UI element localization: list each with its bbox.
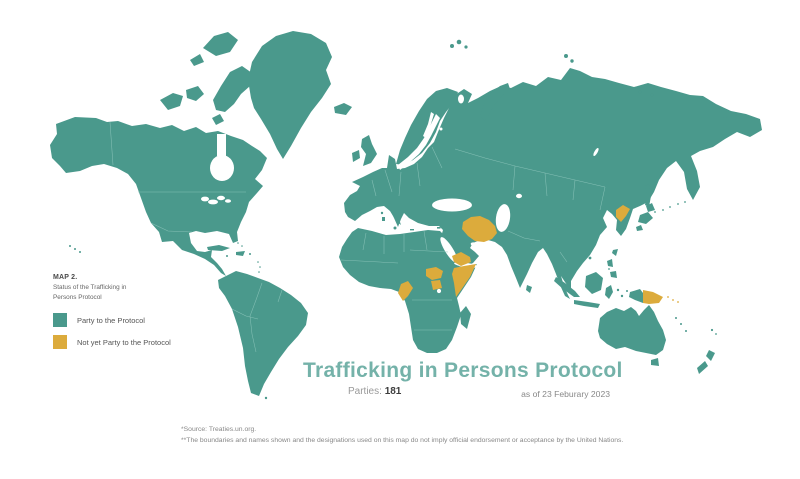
- greenland: [248, 31, 332, 159]
- south-america: [218, 271, 308, 396]
- country-south-sudan-not-party: [426, 267, 443, 280]
- sulawesi: [605, 285, 613, 299]
- not-party-color-swatch: [53, 335, 67, 350]
- party-color-swatch: [53, 313, 67, 328]
- tasmania: [651, 358, 659, 366]
- legend-subtitle: Status of the Trafficking in Persons Pro…: [53, 283, 203, 302]
- legend-items: Party to the Protocol Not yet Party to t…: [53, 313, 203, 350]
- parties-count: Parties: 181: [348, 386, 401, 397]
- legend-item-party: Party to the Protocol: [53, 313, 203, 328]
- novaya-zemlya: [480, 83, 510, 121]
- footnote-source: *Source: Treaties.un.org.: [181, 426, 257, 433]
- country-north-korea-not-party: [616, 205, 630, 222]
- iceland: [334, 103, 352, 115]
- sumatra: [554, 277, 580, 297]
- country-papua-new-guinea-not-party: [643, 290, 663, 304]
- caribbean-islands: [207, 245, 245, 256]
- sakhalin: [645, 184, 651, 207]
- country-somalia-not-party: [452, 264, 476, 297]
- title-block: Trafficking in Persons Protocol Parties:…: [303, 359, 623, 402]
- arctic-islands: [160, 32, 252, 125]
- sri-lanka: [526, 285, 532, 293]
- as-of-date: as of 23 Feburary 2023: [521, 389, 610, 399]
- country-borders: [109, 121, 606, 353]
- java: [574, 300, 600, 308]
- page-title: Trafficking in Persons Protocol: [303, 359, 623, 382]
- landmasses: [50, 31, 762, 400]
- north-america: [50, 117, 267, 276]
- parties-label: Parties:: [348, 386, 382, 397]
- legend-subtitle-line1: Status of the Trafficking in: [53, 284, 127, 291]
- legend-subtitle-line2: Persons Protocol: [53, 293, 102, 301]
- map-legend: MAP 2. Status of the Trafficking in Pers…: [53, 274, 203, 357]
- madagascar: [460, 306, 471, 329]
- legend-item-not-party: Not yet Party to the Protocol: [53, 335, 203, 350]
- taiwan: [612, 249, 618, 256]
- country-uganda-not-party: [431, 280, 442, 290]
- borneo: [585, 272, 603, 294]
- footnote-disclaimer: **The boundaries and names shown and the…: [181, 436, 624, 444]
- country-congo-not-party: [398, 281, 413, 301]
- country-solomon-islands-not-party: [667, 296, 669, 298]
- japan: [636, 203, 655, 231]
- legend-title: MAP 2.: [53, 274, 78, 281]
- legend-label-party: Party to the Protocol: [77, 315, 145, 325]
- country-yemen-not-party: [452, 252, 471, 266]
- legend-label-not-party: Not yet Party to the Protocol: [77, 337, 171, 347]
- new-zealand: [697, 350, 715, 374]
- british-isles: [352, 135, 377, 166]
- eurasia: [344, 68, 762, 299]
- title-subrow: Parties: 181 as of 23 Feburary 2023: [303, 386, 618, 402]
- footnotes: *Source: Treaties.un.org. **The boundari…: [181, 425, 623, 446]
- country-iran-not-party: [462, 216, 497, 242]
- australia: [598, 305, 666, 355]
- not-party-countries: [398, 205, 679, 304]
- west-new-guinea: [629, 289, 643, 303]
- parties-number: 181: [384, 386, 402, 397]
- philippines: [607, 259, 617, 278]
